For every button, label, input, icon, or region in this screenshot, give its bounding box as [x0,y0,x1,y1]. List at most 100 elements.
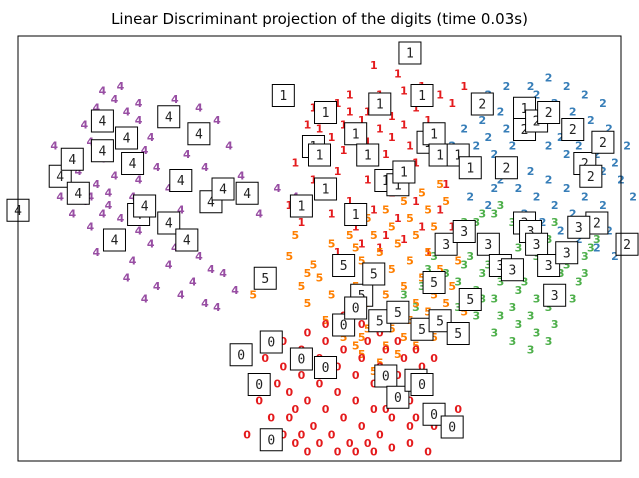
digit-thumbnail-1: 1 [392,160,416,184]
digit-point-3: 3 [491,327,499,340]
digit-point-2: 2 [503,123,511,136]
digit-point-2: 2 [551,199,559,212]
digit-point-3: 3 [587,242,595,255]
thumbnail-frame [229,343,253,367]
digit-point-5: 5 [249,288,257,301]
digit-thumbnail-4: 4 [90,109,114,133]
thumbnail-frame [446,322,470,345]
thumbnail-glyph: 4 [177,174,185,189]
digit-point-2: 2 [460,123,468,136]
digit-point-2: 2 [599,97,607,110]
digit-thumbnail-0: 0 [289,347,313,371]
digit-point-2: 2 [527,165,535,178]
digit-point-0: 0 [279,335,287,348]
digit-point-1: 1 [352,220,360,233]
digit-thumbnail-0: 0 [386,385,410,409]
digit-point-0: 0 [424,446,432,459]
thumbnail-frame [247,373,271,396]
thumbnail-glyph: 1 [394,178,402,193]
digit-point-1: 1 [412,157,420,170]
digit-point-5: 5 [328,288,336,301]
digit-point-2: 2 [563,182,571,195]
digit-point-0: 0 [334,361,342,374]
digit-thumbnail-3: 3 [555,241,579,265]
digit-thumbnail-2: 2 [579,164,603,188]
digit-thumbnail-3: 3 [537,254,561,277]
digit-point-1: 1 [424,246,432,259]
digit-point-5: 5 [304,297,312,310]
digit-point-5: 5 [298,280,306,293]
digit-point-1: 1 [436,203,444,216]
digit-point-4: 4 [135,97,143,110]
digit-point-0: 0 [370,403,378,416]
digit-point-4: 4 [87,220,95,233]
digit-point-4: 4 [105,186,113,199]
thumbnail-glyph: 2 [587,170,595,185]
digit-point-5: 5 [382,288,390,301]
digit-point-1: 1 [358,114,366,127]
digit-thumbnail-3: 3 [567,215,591,239]
digit-point-4: 4 [99,208,107,221]
digit-point-2: 2 [569,106,577,119]
digit-point-3: 3 [545,233,553,246]
digit-thumbnail-3: 3 [525,232,549,256]
digit-point-5: 5 [388,322,396,335]
digit-point-3: 3 [545,335,553,348]
digit-point-4: 4 [171,93,179,106]
digit-point-2: 2 [605,123,613,136]
digit-point-4: 4 [165,259,173,272]
thumbnail-glyph: 3 [527,225,535,240]
thumbnail-frame [289,347,313,371]
digit-point-4: 4 [93,178,101,191]
thumbnail-frame [259,330,283,354]
digit-point-5: 5 [310,259,318,272]
digit-point-4: 4 [207,263,215,276]
thumbnail-frame [332,254,356,277]
thumbnail-glyph: 5 [394,306,402,321]
digit-point-0: 0 [292,403,300,416]
thumbnail-frame [133,194,157,218]
digit-point-5: 5 [322,314,330,327]
digit-thumbnail-0: 0 [440,415,464,439]
digit-point-0: 0 [358,318,366,331]
digit-point-5: 5 [442,195,450,208]
digit-point-1: 1 [346,106,354,119]
digit-point-0: 0 [370,378,378,391]
digit-point-1: 1 [394,212,402,225]
digit-point-2: 2 [611,250,619,263]
digit-point-5: 5 [430,331,438,344]
digit-point-5: 5 [376,356,384,369]
digit-point-0: 0 [376,429,384,442]
thumbnail-frame [422,402,446,426]
digit-point-0: 0 [388,441,396,454]
digit-point-4: 4 [56,191,64,204]
digit-point-3: 3 [412,301,420,314]
thumbnail-frame [410,373,434,396]
digit-point-3: 3 [545,301,553,314]
digit-point-0: 0 [261,352,269,365]
digit-point-2: 2 [599,165,607,178]
thumbnail-glyph: 2 [599,136,607,151]
thumbnail-glyph: 0 [340,319,348,334]
digit-point-3: 3 [551,318,559,331]
digit-thumbnail-4: 4 [66,181,90,205]
thumbnail-frame [175,228,199,252]
digit-point-0: 0 [382,403,390,416]
digit-point-4: 4 [135,174,143,187]
digit-point-1: 1 [334,246,342,259]
digit-point-2: 2 [587,114,595,127]
thumbnail-glyph: 3 [484,238,492,253]
digit-point-1: 1 [304,118,312,131]
thumbnail-frame [374,364,398,388]
digit-point-4: 4 [74,165,82,178]
digit-point-5: 5 [286,250,294,263]
digit-point-5: 5 [370,365,378,378]
digit-point-4: 4 [87,191,95,204]
thumbnail-frame [90,139,114,163]
thumbnail-frame [555,241,579,265]
thumbnail-frame [314,101,338,124]
digit-point-0: 0 [394,369,402,382]
digit-point-4: 4 [255,208,263,221]
digit-point-4: 4 [123,271,131,284]
digit-thumbnail-1: 1 [271,84,295,107]
